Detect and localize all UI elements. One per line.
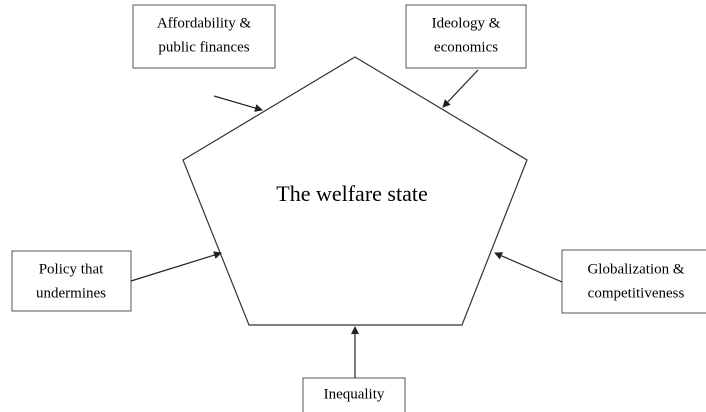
node-box bbox=[561, 249, 706, 314]
arrow bbox=[494, 252, 563, 283]
arrow bbox=[442, 69, 479, 108]
node-label: competitiveness bbox=[588, 285, 685, 301]
node-box bbox=[405, 4, 527, 69]
arrow bbox=[213, 95, 263, 112]
node-label: Policy that bbox=[39, 261, 104, 277]
node-label: Affordability & bbox=[157, 15, 252, 31]
node-label: Ideology & bbox=[432, 15, 501, 31]
node-label: Inequality bbox=[324, 386, 385, 402]
node-box bbox=[132, 4, 276, 69]
node-box bbox=[302, 377, 406, 412]
center-label: The welfare state bbox=[276, 181, 427, 206]
node-label: undermines bbox=[36, 285, 106, 301]
node-label: public finances bbox=[158, 39, 249, 55]
pentagon bbox=[182, 56, 528, 326]
node-box bbox=[11, 250, 132, 312]
node-label: economics bbox=[434, 39, 498, 55]
arrow bbox=[130, 251, 222, 282]
node-label: Globalization & bbox=[587, 261, 684, 277]
